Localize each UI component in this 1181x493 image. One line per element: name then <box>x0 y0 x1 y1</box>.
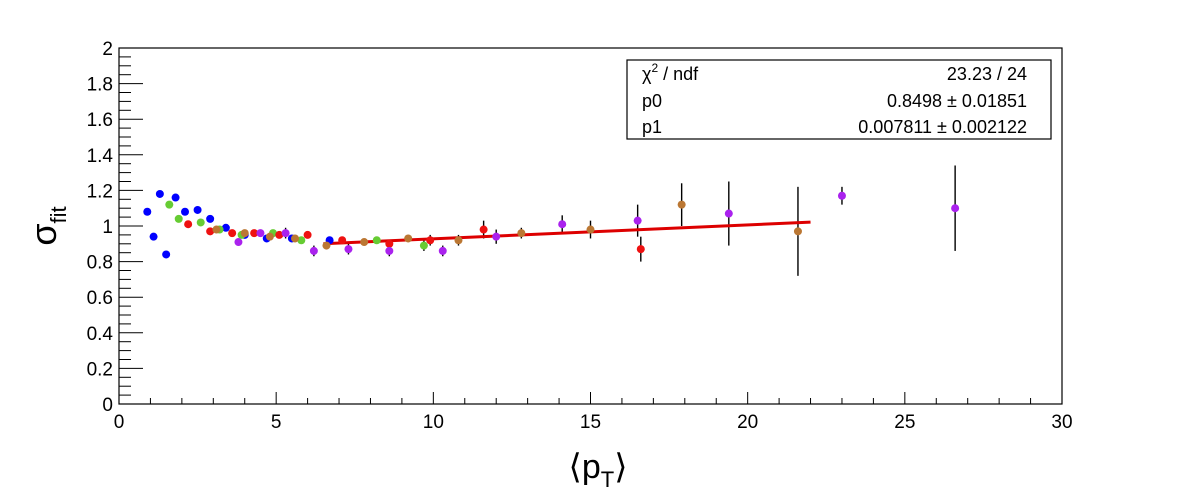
x-tick-label: 15 <box>580 412 601 433</box>
data-point <box>517 229 526 238</box>
y-tick-label: 0.8 <box>87 253 113 274</box>
data-point <box>297 236 306 245</box>
data-point <box>206 214 215 223</box>
y-tick-label: 0.4 <box>87 324 114 345</box>
data-point <box>309 246 318 255</box>
data-point <box>385 246 394 255</box>
data-point <box>479 225 488 234</box>
data-point <box>344 245 353 254</box>
y-axis-ticks <box>119 47 143 405</box>
data-point <box>372 236 381 245</box>
fit-layer <box>323 220 811 246</box>
fit-stats-frame <box>626 59 1052 140</box>
data-point <box>385 239 394 248</box>
x-axis-tick-labels: 0 5 10 15 20 25 30 <box>114 412 1073 433</box>
data-point <box>171 193 180 202</box>
data-point <box>265 232 274 241</box>
x-tick-label: 10 <box>423 412 444 433</box>
data-point <box>360 238 369 247</box>
data-point <box>454 236 463 245</box>
data-point <box>228 229 237 238</box>
data-point <box>426 236 435 245</box>
x-axis-ticks <box>118 392 1063 404</box>
y-tick-label: 1.8 <box>87 75 113 96</box>
data-point <box>338 236 347 245</box>
data-point <box>793 227 802 236</box>
y-tick-label: 0.2 <box>87 359 113 380</box>
x-axis-title: ⟨pT⟩ <box>569 448 628 492</box>
chi2-ndf-value: 23.23 / 24 <box>947 64 1027 84</box>
p0-value: 0.8498 ± 0.01851 <box>887 91 1027 111</box>
data-point <box>951 204 960 213</box>
data-point <box>250 229 259 238</box>
p1-label: p1 <box>642 117 662 137</box>
y-tick-label: 1.2 <box>87 181 113 202</box>
x-tick-label: 0 <box>114 412 125 433</box>
y-tick-label: 2 <box>102 39 113 60</box>
data-point <box>291 234 300 243</box>
fit-stats-box: χ2 / ndf 23.23 / 24 p0 0.8498 ± 0.01851 … <box>626 59 1052 140</box>
data-point <box>162 250 171 259</box>
x-tick-label: 20 <box>737 412 758 433</box>
x-axis-title-subscript: T <box>601 467 614 492</box>
data-point <box>419 241 428 250</box>
data-point <box>234 238 243 247</box>
y-axis-tick-labels: 0 0.2 0.4 0.6 0.8 1 1.2 1.4 1.6 1.8 2 <box>87 39 114 416</box>
fit-line <box>323 220 811 246</box>
x-axis-title-open-bracket: ⟨ <box>569 448 582 486</box>
data-point <box>275 230 284 239</box>
y-tick-label: 1 <box>102 217 113 238</box>
chi2-superscript: 2 <box>651 61 658 75</box>
data-point <box>193 205 202 214</box>
data-point <box>181 207 190 216</box>
data-point <box>724 209 733 218</box>
y-axis-title-subscript: fit <box>46 206 71 223</box>
data-point <box>206 227 215 236</box>
data-point <box>143 207 152 216</box>
x-axis-title-symbol: p <box>582 448 601 486</box>
data-points <box>143 189 960 259</box>
data-point <box>677 200 686 209</box>
data-point <box>636 245 645 254</box>
data-point <box>155 189 164 198</box>
data-point <box>558 220 567 229</box>
data-point <box>212 225 221 234</box>
x-tick-label: 5 <box>271 412 282 433</box>
data-point <box>196 218 205 227</box>
p0-label: p0 <box>642 91 662 111</box>
data-point <box>492 232 501 241</box>
x-tick-label: 30 <box>1051 412 1072 433</box>
data-point <box>303 230 312 239</box>
data-point <box>586 225 595 234</box>
p1-value: 0.007811 ± 0.002122 <box>858 117 1027 137</box>
y-tick-label: 0.6 <box>87 288 113 309</box>
x-axis-title-close-bracket: ⟩ <box>614 448 627 486</box>
data-point <box>174 214 183 223</box>
x-tick-label: 25 <box>894 412 915 433</box>
data-point <box>165 200 174 209</box>
y-axis-title-symbol: σ <box>23 223 64 245</box>
data-point <box>149 232 158 241</box>
data-point <box>221 223 230 232</box>
y-tick-label: 1.4 <box>87 146 114 167</box>
chi2-ndf-label-tail: / ndf <box>658 64 699 84</box>
chi2-ndf-label: χ2 / ndf <box>642 61 699 84</box>
data-point <box>281 229 290 238</box>
data-point <box>184 220 193 229</box>
data-point <box>240 229 249 238</box>
data-point <box>633 216 642 225</box>
data-point <box>322 241 331 250</box>
data-point <box>438 246 447 255</box>
data-point <box>837 191 846 200</box>
y-tick-label: 0 <box>102 395 113 416</box>
y-tick-label: 1.6 <box>87 110 113 131</box>
data-point <box>256 229 265 238</box>
y-axis-title: σfit <box>23 206 71 245</box>
data-point <box>404 234 413 243</box>
